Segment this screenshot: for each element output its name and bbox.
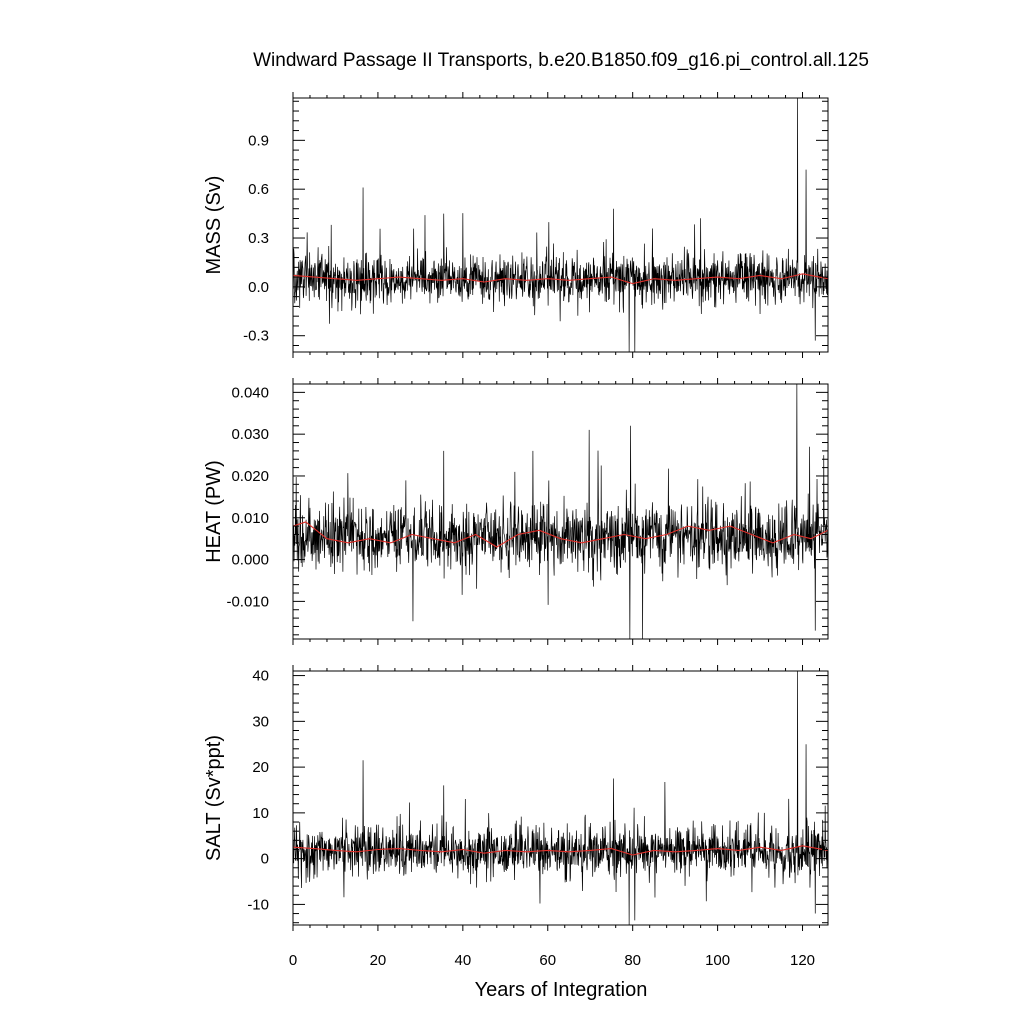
y-tick-label: 0.030 xyxy=(231,426,269,443)
y-tick-label: 0.0 xyxy=(248,279,269,296)
y-tick-label: 0.040 xyxy=(231,384,269,401)
smoothed-series-line xyxy=(293,273,828,285)
panel-frame xyxy=(292,670,829,926)
panel-3: -10 0 10 20 30 40 SALT (Sv*ppt) xyxy=(203,665,829,931)
x-tick-label: 120 xyxy=(790,952,815,969)
y-tick-label: 0.010 xyxy=(231,510,269,527)
y-tick-label: 0.000 xyxy=(231,552,269,569)
y-tick-label: 0 xyxy=(261,851,269,868)
y-axis-label: HEAT (PW) xyxy=(203,460,225,563)
y-tick-label: -10 xyxy=(247,896,269,913)
x-tick-label: 40 xyxy=(454,952,471,969)
panel-frame xyxy=(292,97,829,353)
smoothed-series-line xyxy=(293,521,828,548)
panel-1: -0.3 0.0 0.3 0.6 0.9 MASS (Sv) xyxy=(203,92,829,358)
y-tick-label: -0.3 xyxy=(243,328,269,345)
y-tick-label: 10 xyxy=(252,805,269,822)
panels-group: -0.3 0.0 0.3 0.6 0.9 MASS (Sv) -0.010 0.000 0.01… xyxy=(203,92,829,969)
y-tick-label: 40 xyxy=(252,668,269,685)
x-tick-label: 60 xyxy=(539,952,556,969)
x-axis-label: Years of Integration xyxy=(475,979,648,1001)
y-tick-label: 30 xyxy=(252,713,269,730)
y-tick-label: 0.020 xyxy=(231,468,269,485)
smoothed-series-line xyxy=(293,845,828,856)
y-tick-label: -0.010 xyxy=(226,593,269,610)
y-axis-label: SALT (Sv*ppt) xyxy=(203,735,225,861)
chart-title: Windward Passage II Transports, b.e20.B1… xyxy=(253,50,869,71)
panel-frame xyxy=(292,383,829,640)
monthly-series-line xyxy=(293,98,828,352)
y-tick-label: 0.3 xyxy=(248,230,269,247)
y-tick-label: 20 xyxy=(252,759,269,776)
x-tick-label: 20 xyxy=(370,952,387,969)
x-tick-label: 100 xyxy=(705,952,730,969)
y-tick-label: 0.6 xyxy=(248,181,269,198)
monthly-series-line xyxy=(293,384,828,639)
panel-2: -0.010 0.000 0.010 0.020 0.030 0.040 HEAT (PW) xyxy=(203,378,829,645)
x-tick-label: 80 xyxy=(624,952,641,969)
y-axis-label: MASS (Sv) xyxy=(203,176,225,275)
y-tick-label: 0.9 xyxy=(248,132,269,149)
x-tick-label: 0 xyxy=(289,952,297,969)
monthly-series-line xyxy=(293,671,828,925)
